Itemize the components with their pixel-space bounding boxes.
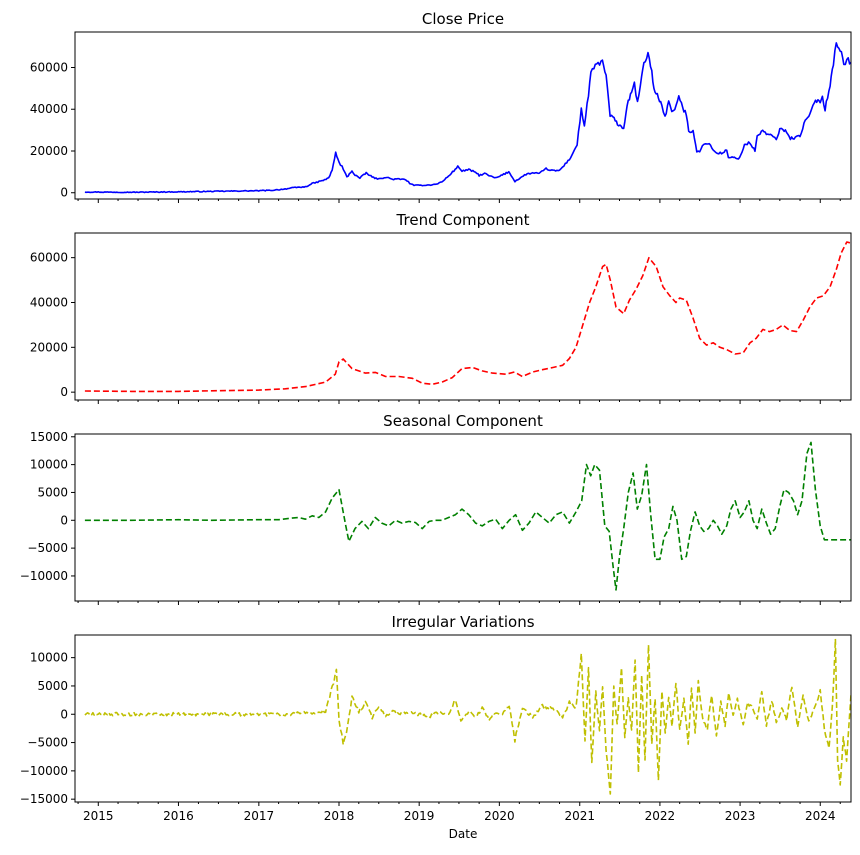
y-tick-label: 0 bbox=[60, 385, 68, 399]
plot-frame bbox=[74, 433, 852, 602]
y-tick-label: 0 bbox=[60, 707, 68, 721]
y-tick-label: 10000 bbox=[30, 651, 68, 665]
x-axis-label: Date bbox=[449, 827, 478, 841]
x-tick-label: 2024 bbox=[805, 809, 836, 823]
x-tick-label: 2022 bbox=[645, 809, 676, 823]
y-tick-label: 60000 bbox=[30, 251, 68, 265]
y-tick-label: 5000 bbox=[37, 485, 68, 499]
panel-title: Close Price bbox=[422, 10, 504, 28]
panel-title: Irregular Variations bbox=[391, 613, 534, 631]
panel-4: Irregular Variations −15000 −10000 −5000 0 50… bbox=[20, 613, 852, 841]
plot-frame bbox=[74, 634, 852, 803]
x-tick-label: 2021 bbox=[564, 809, 595, 823]
plot-frame bbox=[74, 31, 852, 200]
panel-title: Seasonal Component bbox=[383, 412, 543, 430]
series-line bbox=[84, 638, 851, 795]
panel-1: Close Price 0 20000 40000 60000 bbox=[30, 10, 852, 203]
series-line bbox=[84, 441, 851, 591]
plot-frame bbox=[74, 232, 852, 401]
y-tick-label: −10000 bbox=[20, 764, 68, 778]
panel-3: Seasonal Component −10000 −5000 0 5000 10000 1… bbox=[20, 412, 852, 605]
y-tick-label: 0 bbox=[60, 186, 68, 200]
y-tick-label: 60000 bbox=[30, 60, 68, 74]
y-tick-label: 20000 bbox=[30, 340, 68, 354]
y-tick-label: −5000 bbox=[27, 736, 68, 750]
panel-2: Trend Component 0 20000 40000 60000 bbox=[30, 211, 852, 404]
panel-title: Trend Component bbox=[396, 211, 530, 229]
y-tick-label: −5000 bbox=[27, 541, 68, 555]
y-tick-label: 15000 bbox=[30, 430, 68, 444]
y-tick-label: −15000 bbox=[20, 792, 68, 806]
y-tick-label: −10000 bbox=[20, 569, 68, 583]
y-tick-label: 20000 bbox=[30, 144, 68, 158]
y-tick-label: 0 bbox=[60, 513, 68, 527]
y-tick-label: 40000 bbox=[30, 295, 68, 309]
y-tick-label: 5000 bbox=[37, 679, 68, 693]
x-tick-label: 2018 bbox=[324, 809, 355, 823]
series-line bbox=[84, 241, 851, 393]
y-tick-label: 40000 bbox=[30, 102, 68, 116]
y-tick-label: 10000 bbox=[30, 458, 68, 472]
x-tick-label: 2016 bbox=[163, 809, 194, 823]
x-tick-label: 2020 bbox=[484, 809, 515, 823]
x-tick-label: 2023 bbox=[725, 809, 756, 823]
x-tick-label: 2015 bbox=[83, 809, 114, 823]
x-tick-label: 2017 bbox=[244, 809, 275, 823]
series-line bbox=[84, 42, 851, 194]
x-tick-label: 2019 bbox=[404, 809, 435, 823]
